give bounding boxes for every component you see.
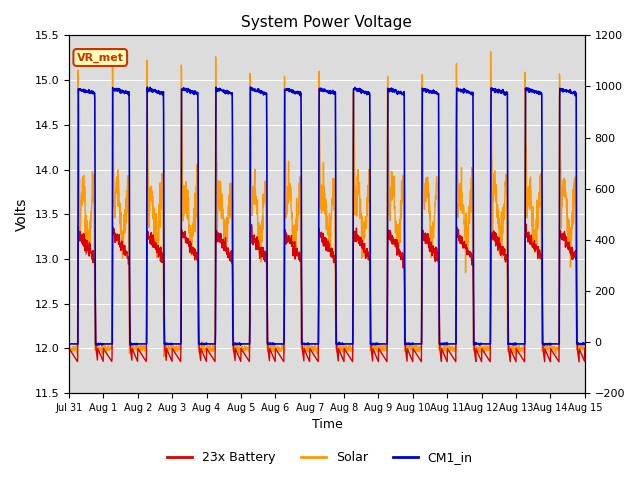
- Legend: 23x Battery, Solar, CM1_in: 23x Battery, Solar, CM1_in: [163, 446, 477, 469]
- Text: VR_met: VR_met: [77, 52, 124, 63]
- X-axis label: Time: Time: [312, 419, 342, 432]
- Title: System Power Voltage: System Power Voltage: [241, 15, 412, 30]
- Y-axis label: Volts: Volts: [15, 198, 29, 231]
